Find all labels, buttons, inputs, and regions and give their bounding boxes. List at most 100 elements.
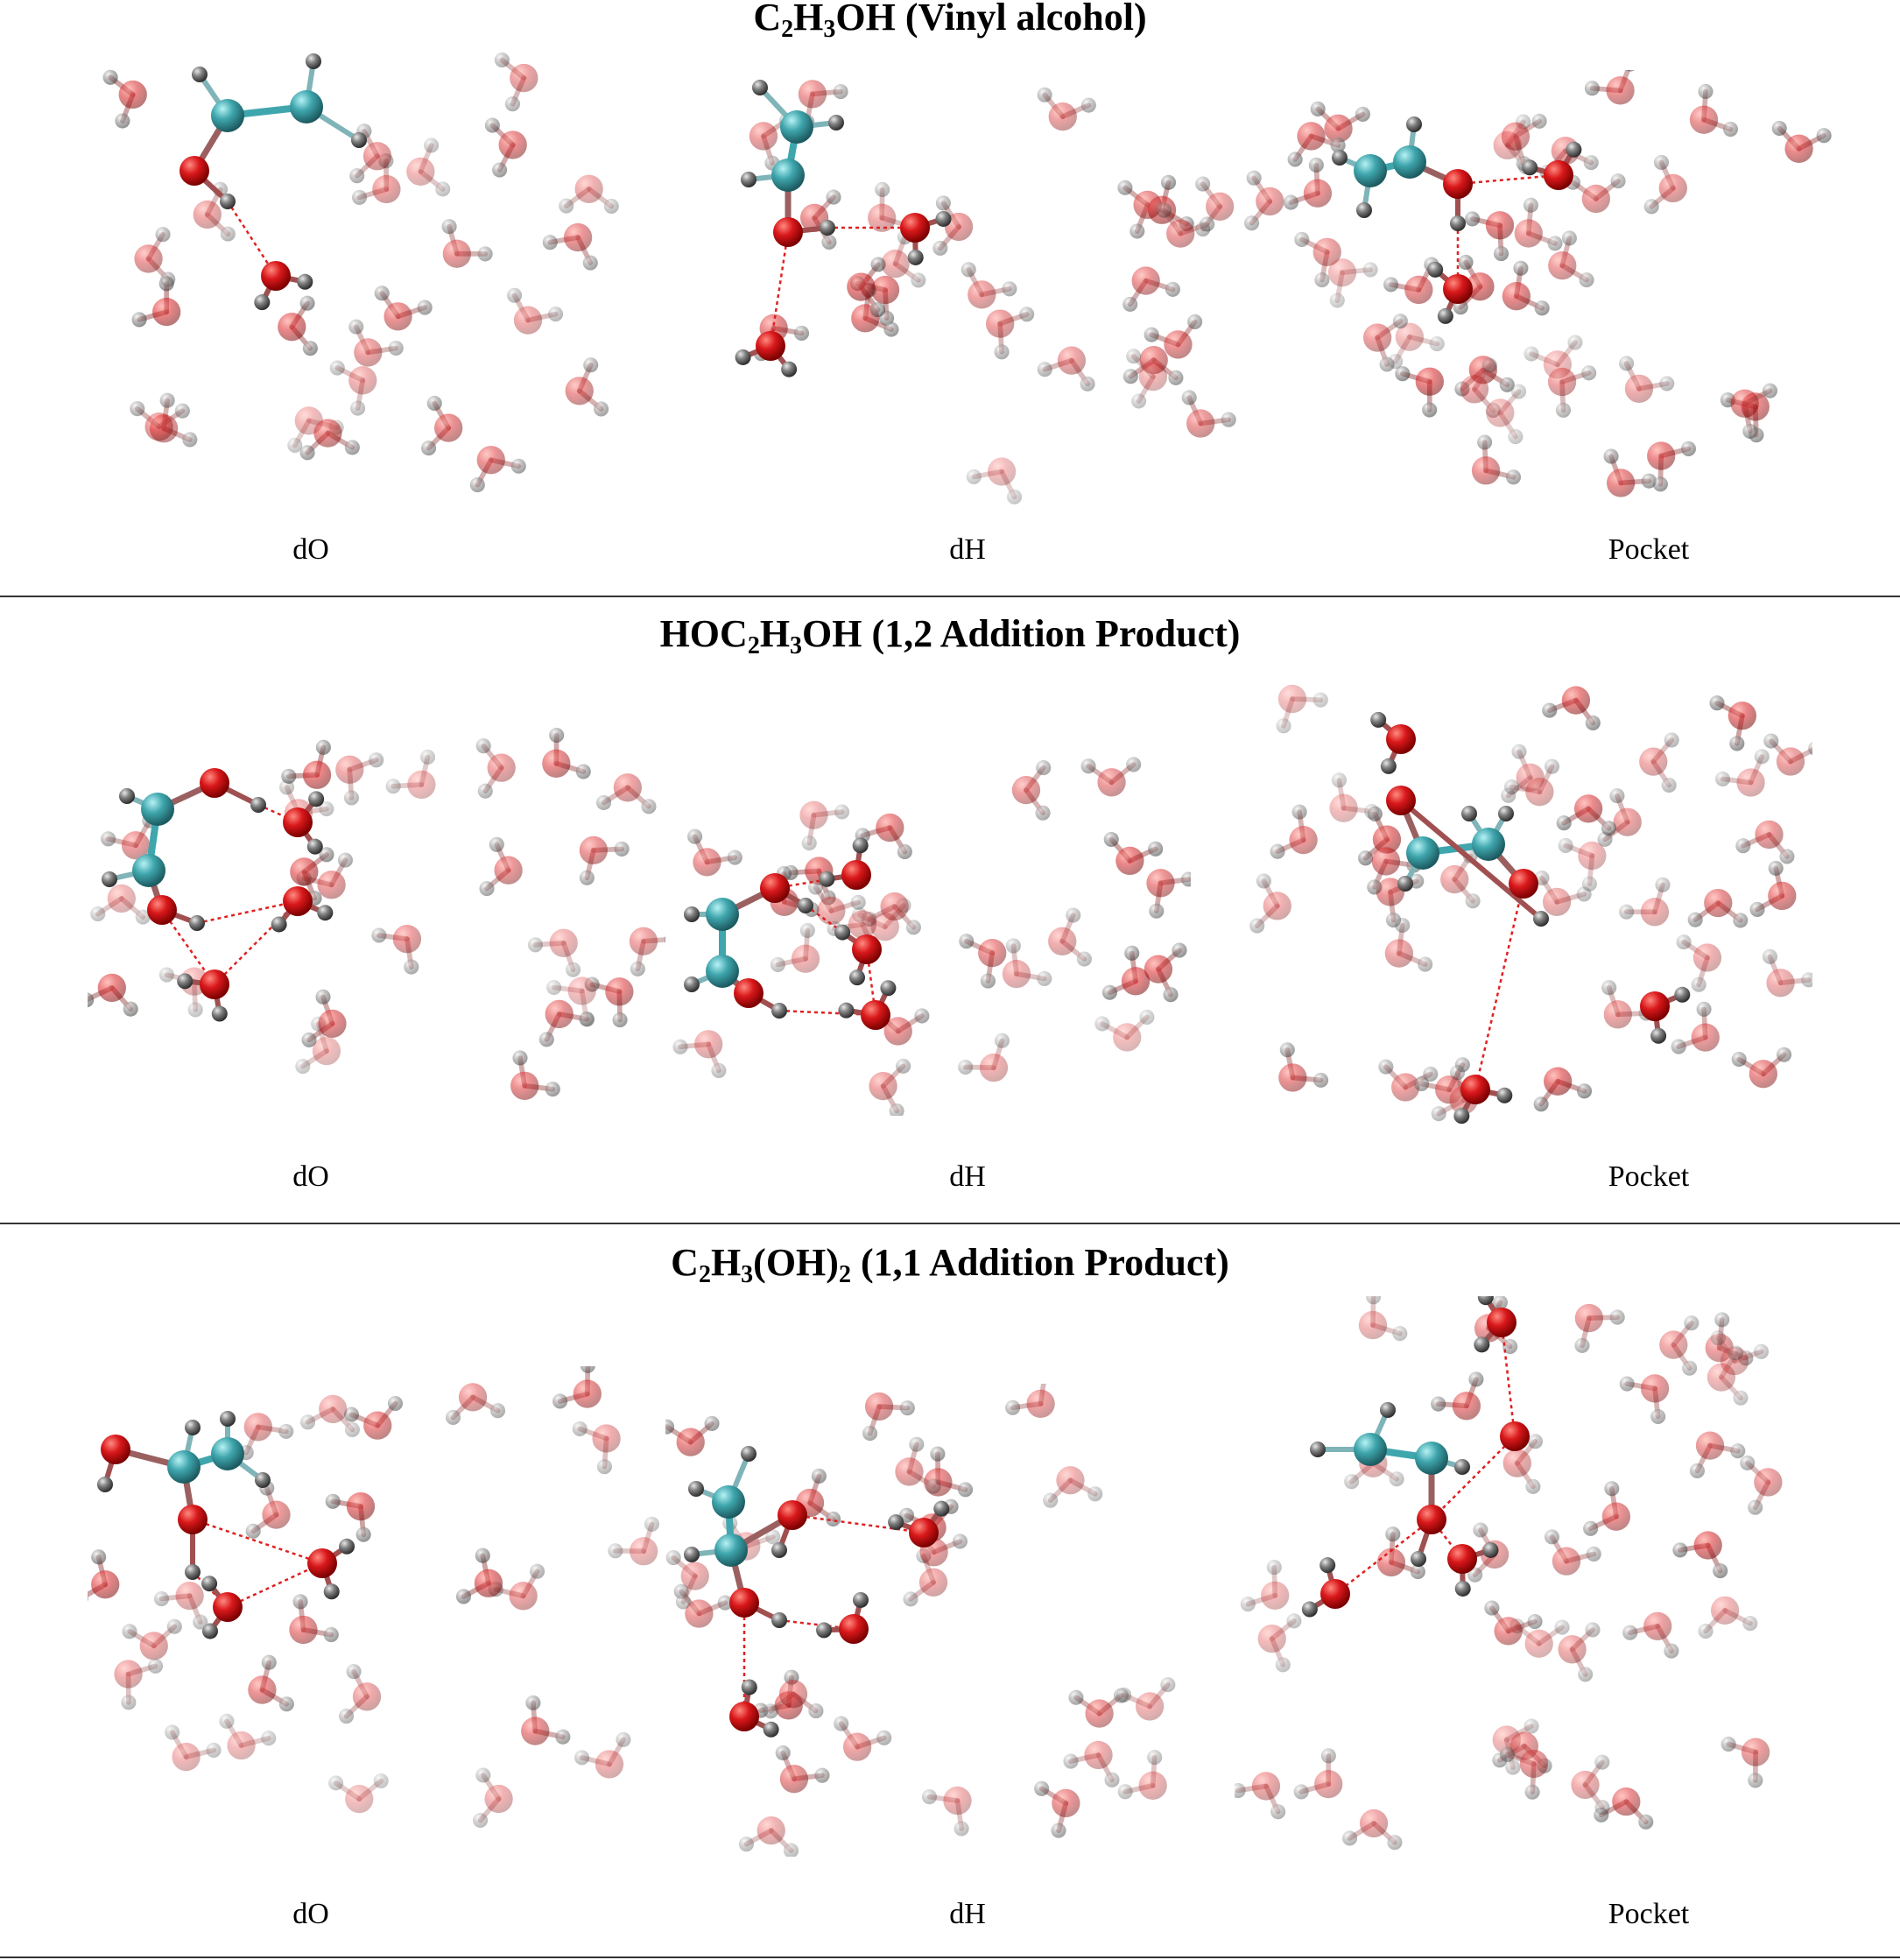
oxygen-atom — [487, 753, 516, 782]
molecule-panel-do — [88, 722, 665, 1107]
hydrogen-atom — [339, 1538, 355, 1555]
hydrogen-atom — [308, 791, 325, 807]
hydrogen-atom — [510, 458, 526, 474]
oxygen-atom — [312, 1036, 341, 1066]
oxygen-atom — [474, 1569, 503, 1597]
oxygen-atom — [749, 122, 778, 151]
oxygen-atom — [1693, 1531, 1722, 1560]
hydrogen-atom — [1080, 97, 1096, 113]
hydrogen-atom — [1508, 429, 1524, 445]
hydrogen-atom — [1567, 335, 1583, 350]
oxygen-atom — [1647, 441, 1676, 470]
title-text: OH (1,2 Addition Product) — [802, 612, 1241, 655]
hydrogen-atom — [355, 1526, 371, 1542]
oxygen-atom — [458, 1383, 488, 1412]
oxygen-atom — [484, 1784, 513, 1814]
hydrogen-atom — [1664, 732, 1679, 748]
hydrogen-atom — [630, 961, 645, 976]
hydrogen-atom — [727, 850, 742, 865]
hydrogen-atom — [675, 1594, 691, 1610]
oxygen-atom — [1571, 1770, 1600, 1800]
hydrogen-atom — [1603, 448, 1619, 464]
oxygen-atom — [847, 272, 876, 301]
hydrogen-atom — [301, 1032, 317, 1047]
oxygen-atom — [1327, 258, 1357, 287]
oxygen-atom — [139, 1632, 168, 1660]
oxygen-atom — [1415, 367, 1444, 396]
hydrogen-atom — [834, 1716, 849, 1731]
hydrogen-atom — [1383, 277, 1399, 293]
hydrogen-atom — [1168, 370, 1184, 385]
hydrogen-atom — [1779, 849, 1795, 864]
hydrogen-atom — [1266, 1560, 1282, 1576]
hydrogen-atom — [1762, 383, 1778, 398]
hydrogen-atom — [1566, 141, 1582, 158]
hydrogen-atom — [1533, 1096, 1549, 1112]
oxygen-atom — [406, 157, 435, 187]
hydrogen-bond — [1431, 1435, 1516, 1520]
hydrogen-atom — [1431, 1396, 1446, 1412]
oxygen-atom — [151, 297, 181, 327]
hydrogen-atom — [292, 1594, 308, 1610]
hydrogen-atom — [1411, 1551, 1426, 1567]
hydrogen-bond — [1457, 173, 1559, 186]
hydrogen-atom — [1367, 879, 1383, 895]
hydrogen-atom — [798, 898, 813, 913]
hydrogen-atom — [166, 1618, 182, 1634]
hydrogen-atom — [165, 1724, 180, 1740]
oxygen-atom — [880, 892, 909, 921]
oxygen-atom — [384, 302, 412, 331]
oxygen-atom — [318, 1009, 347, 1039]
hydrogen-atom — [1144, 327, 1159, 342]
hydrogen-atom — [1641, 473, 1657, 489]
oxygen-atom — [1289, 825, 1318, 855]
section-divider — [0, 596, 1900, 597]
oxygen-atom — [1048, 102, 1077, 131]
oxygen-atom — [1312, 237, 1341, 266]
hydrogen-atom — [1320, 1748, 1336, 1764]
oxygen-atom — [1776, 747, 1805, 776]
molecule-panel-pocket — [1243, 669, 1812, 1125]
hydrogen-atom — [1450, 1065, 1466, 1081]
hydrogen-atom — [435, 181, 451, 197]
hydrogen-atom — [421, 441, 437, 456]
hydrogen-atom — [763, 1721, 779, 1738]
hydrogen-atom — [925, 1478, 941, 1494]
hydrogen-atom — [1422, 402, 1438, 418]
hydrogen-atom — [1037, 87, 1052, 102]
hydrogen-atom — [1544, 758, 1560, 774]
hydrogen-atom — [271, 916, 287, 933]
oxygen-atom — [1320, 1579, 1350, 1609]
oxygen-atom — [1133, 190, 1162, 220]
hydrogen-bond — [1500, 1322, 1516, 1437]
hydrogen-atom — [201, 1623, 218, 1639]
hydrogen-atom — [684, 906, 700, 922]
oxygen-atom — [864, 1392, 894, 1421]
hydrogen-atom — [1068, 1689, 1084, 1705]
oxygen-atom — [1372, 825, 1402, 854]
oxygen-atom — [227, 1731, 256, 1760]
hydrogen-atom — [594, 401, 609, 417]
oxygen-atom — [1324, 114, 1353, 143]
hydrogen-atom — [1574, 1337, 1590, 1353]
hydrogen-atom — [921, 1789, 938, 1805]
hydrogen-atom — [994, 1033, 1010, 1048]
hydrogen-atom — [1740, 1455, 1756, 1470]
hydrogen-atom — [1742, 423, 1758, 440]
molecule-panel-pocket — [1235, 70, 1847, 508]
hydrogen-atom — [930, 1446, 946, 1462]
hydrogen-atom — [1652, 476, 1668, 492]
oxygen-atom — [1501, 122, 1531, 151]
hydrogen-atom — [1655, 877, 1671, 892]
oxygen-atom — [1371, 847, 1401, 876]
oxygen-atom — [1026, 1389, 1055, 1419]
hydrogen-atom — [1481, 357, 1497, 373]
hydrogen-atom — [814, 1767, 830, 1783]
oxygen-atom — [1710, 1596, 1740, 1625]
hydrogen-atom — [1691, 976, 1706, 992]
hydrogen-atom — [614, 841, 630, 857]
hydrogen-atom — [1006, 489, 1023, 504]
carbon-atom — [706, 898, 739, 931]
title-subscript: 2 — [838, 1261, 851, 1288]
oxygen-atom — [895, 1457, 924, 1486]
